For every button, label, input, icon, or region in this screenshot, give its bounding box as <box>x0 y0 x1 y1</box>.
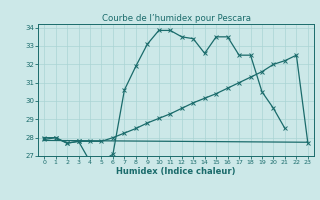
X-axis label: Humidex (Indice chaleur): Humidex (Indice chaleur) <box>116 167 236 176</box>
Title: Courbe de l’humidex pour Pescara: Courbe de l’humidex pour Pescara <box>101 14 251 23</box>
